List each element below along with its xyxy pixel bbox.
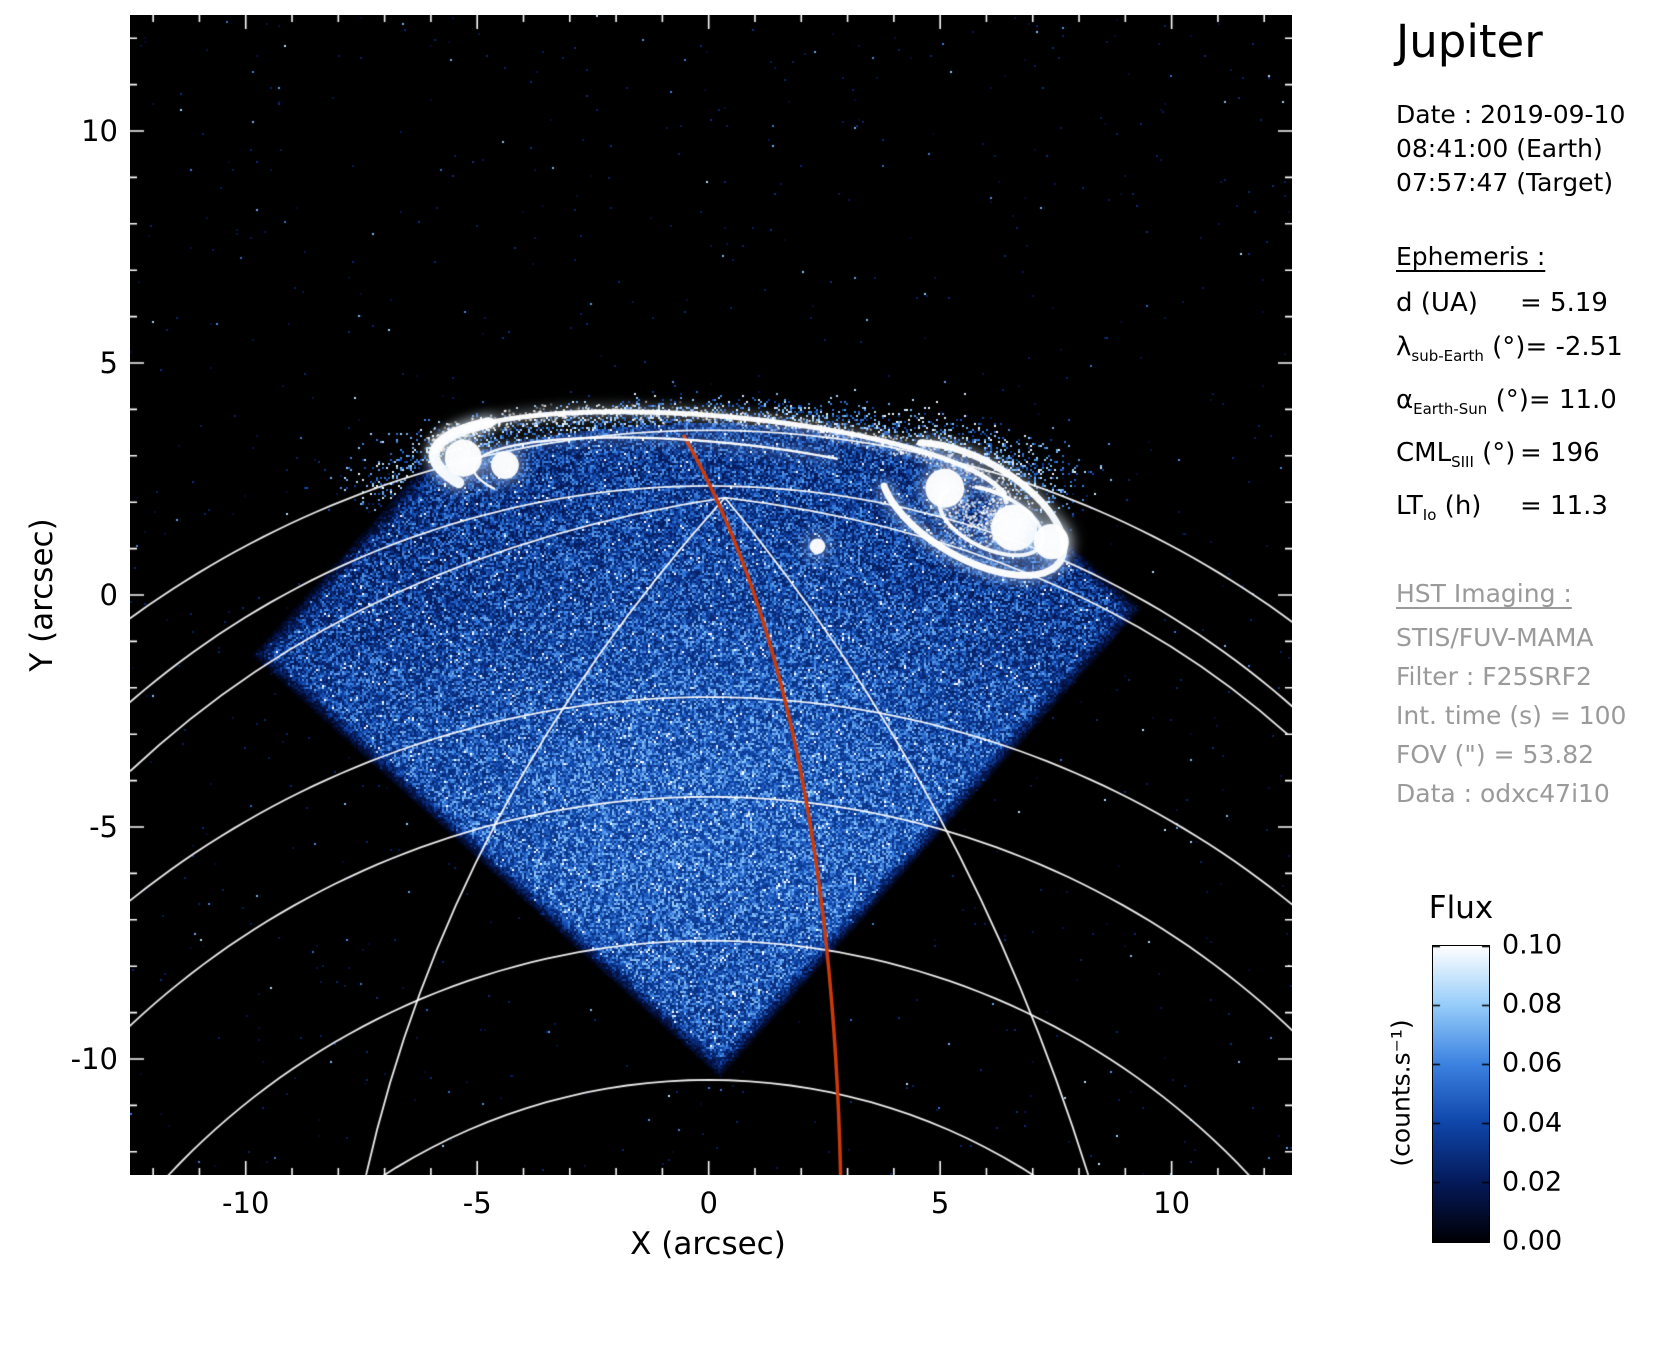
colorbar-tick-label: 0.08 [1502,989,1562,1020]
y-tick-label: -10 [0,1042,118,1076]
colorbar-tick-label: 0.00 [1502,1226,1562,1257]
colorbar-tick-label: 0.04 [1502,1107,1562,1138]
ephemeris-rows: d (UA) = 5.19 λsub-Earth (°)= -2.51 αEarth-… [1396,281,1674,537]
ephemeris-symbol: LT [1396,491,1423,521]
x-axis-label: X (arcsec) [630,1226,786,1262]
date-block: Date : 2019-09-10 08:41:00 (Earth) 07:57… [1396,98,1674,200]
ephemeris-value: = 11.3 [1520,491,1608,521]
ephemeris-symbol: d [1396,288,1413,318]
ephemeris-label: CMLSIII (°) [1396,431,1520,484]
date-line: 08:41:00 (Earth) [1396,132,1674,166]
hst-line: Data : odxc47i10 [1396,774,1674,813]
ephemeris-row: λsub-Earth (°)= -2.51 [1396,325,1674,378]
ephemeris-subscript: SIII [1451,453,1474,471]
date-line: 07:57:47 (Target) [1396,166,1674,200]
ephemeris-label: d (UA) [1396,281,1520,325]
ephemeris-subscript: Io [1423,506,1437,524]
x-tick-label: -5 [463,1186,492,1220]
ephemeris-value: = 5.19 [1520,288,1608,318]
colorbar-canvas [1433,946,1489,1242]
x-tick-label: -10 [222,1186,269,1220]
ephemeris-row: αEarth-Sun (°)= 11.0 [1396,378,1674,431]
ephemeris-heading: Ephemeris : [1396,242,1674,271]
ephemeris-value: = -2.51 [1525,332,1622,362]
hst-heading: HST Imaging : [1396,579,1674,608]
colorbar-units-label: (counts.s⁻¹) [1387,1019,1416,1166]
ephemeris-label: LTIo (h) [1396,484,1520,537]
colorbar-tick-label: 0.10 [1502,930,1562,961]
figure: -10 -5 0 5 10 10 5 0 -5 -10 X (arcsec) Y (arcsec… [0,0,1676,1367]
ephemeris-symbol: CML [1396,438,1451,468]
ephemeris-value: = 11.0 [1529,385,1617,415]
ephemeris-label: αEarth-Sun (°) [1396,378,1529,431]
ephemeris-label: λsub-Earth (°) [1396,325,1525,378]
colorbar-tick-label: 0.02 [1502,1166,1562,1197]
hst-line: Filter : F25SRF2 [1396,657,1674,696]
plot-area [130,15,1292,1175]
hst-line: Int. time (s) = 100 [1396,696,1674,735]
colorbar [1432,945,1490,1243]
ephemeris-unit: (h) [1436,491,1481,521]
colorbar-title: Flux [1429,890,1493,926]
hst-line: STIS/FUV-MAMA [1396,618,1674,657]
sidebar: Jupiter Date : 2019-09-10 08:41:00 (Eart… [1396,16,1674,813]
ephemeris-unit: (°) [1484,332,1526,362]
ephemeris-row: LTIo (h) = 11.3 [1396,484,1674,537]
x-tick-label: 5 [931,1186,949,1220]
ephemeris-symbol: λ [1396,332,1411,362]
ephemeris-value: = 196 [1520,438,1600,468]
ephemeris-unit: (°) [1487,385,1529,415]
ephemeris-row: CMLSIII (°) = 196 [1396,431,1674,484]
y-tick-label: 5 [0,346,118,380]
ephemeris-row: d (UA) = 5.19 [1396,281,1674,325]
hst-line: FOV (") = 53.82 [1396,735,1674,774]
x-tick-label: 10 [1153,1186,1190,1220]
ephemeris-subscript: sub-Earth [1411,347,1483,365]
colorbar-tick-label: 0.06 [1502,1048,1562,1079]
page-title: Jupiter [1396,16,1674,68]
ephemeris-symbol: α [1396,385,1413,415]
hst-lines: STIS/FUV-MAMA Filter : F25SRF2 Int. time… [1396,618,1674,813]
ephemeris-subscript: Earth-Sun [1413,400,1487,418]
ephemeris-unit: (UA) [1413,288,1478,318]
y-tick-label: 10 [0,114,118,148]
y-tick-label: -5 [0,810,118,844]
date-line: Date : 2019-09-10 [1396,98,1674,132]
ephemeris-unit: (°) [1474,438,1516,468]
y-axis-label: Y (arcsec) [24,518,60,671]
aurora-image-canvas [130,15,1292,1175]
x-tick-label: 0 [699,1186,717,1220]
